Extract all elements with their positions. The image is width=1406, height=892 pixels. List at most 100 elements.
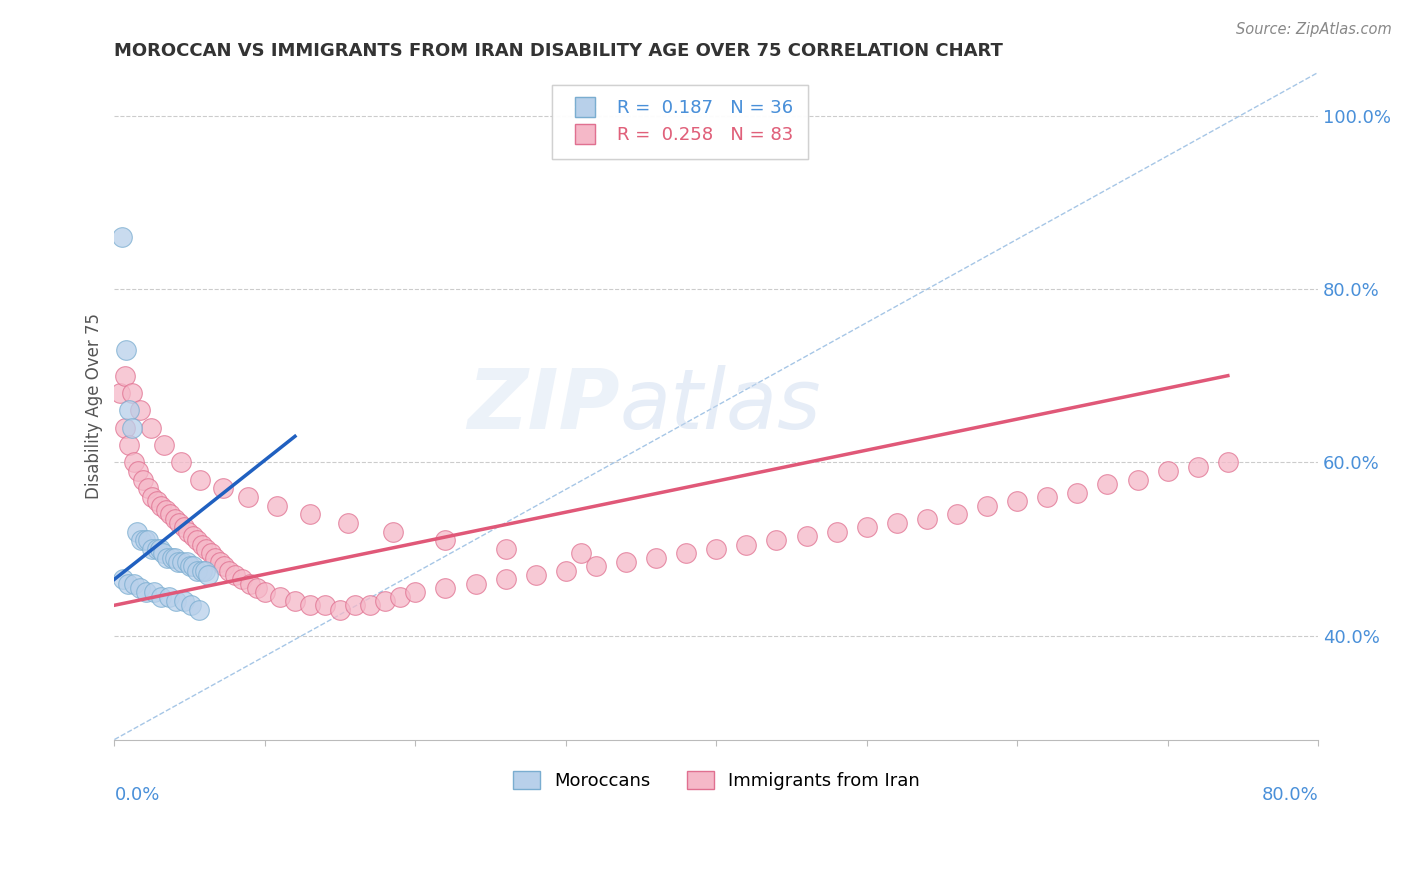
Point bbox=[1126, 473, 1149, 487]
Point bbox=[111, 230, 134, 244]
Point bbox=[190, 564, 212, 578]
Point bbox=[186, 533, 208, 548]
Point bbox=[188, 473, 211, 487]
Point bbox=[1005, 494, 1028, 508]
Point bbox=[115, 343, 138, 357]
Point bbox=[212, 559, 235, 574]
Point bbox=[200, 546, 222, 560]
Point bbox=[136, 481, 159, 495]
Legend: R =  0.187   N = 36, R =  0.258   N = 83: R = 0.187 N = 36, R = 0.258 N = 83 bbox=[553, 85, 808, 159]
Point bbox=[176, 555, 198, 569]
Point bbox=[495, 572, 517, 586]
Point bbox=[136, 533, 159, 548]
Point bbox=[298, 599, 321, 613]
Point bbox=[765, 533, 787, 548]
Point bbox=[173, 520, 195, 534]
Point bbox=[155, 503, 177, 517]
Point bbox=[336, 516, 359, 530]
Point bbox=[177, 524, 200, 539]
Point bbox=[886, 516, 908, 530]
Point bbox=[266, 499, 288, 513]
Point bbox=[915, 511, 938, 525]
Point bbox=[269, 590, 291, 604]
Point bbox=[139, 420, 162, 434]
Point bbox=[114, 420, 136, 434]
Point bbox=[121, 420, 143, 434]
Point bbox=[145, 541, 167, 556]
Point bbox=[735, 538, 758, 552]
Text: ZIP: ZIP bbox=[467, 366, 620, 447]
Point bbox=[208, 555, 231, 569]
Point bbox=[314, 599, 336, 613]
Point bbox=[253, 585, 276, 599]
Point bbox=[675, 546, 697, 560]
Point bbox=[152, 546, 174, 560]
Point bbox=[796, 529, 818, 543]
Point bbox=[180, 599, 202, 613]
Text: MOROCCAN VS IMMIGRANTS FROM IRAN DISABILITY AGE OVER 75 CORRELATION CHART: MOROCCAN VS IMMIGRANTS FROM IRAN DISABIL… bbox=[114, 42, 1004, 60]
Point bbox=[150, 590, 173, 604]
Point bbox=[1156, 464, 1178, 478]
Point bbox=[195, 541, 218, 556]
Point bbox=[114, 368, 136, 383]
Point bbox=[159, 508, 181, 522]
Point bbox=[118, 403, 141, 417]
Point bbox=[150, 499, 173, 513]
Point bbox=[122, 576, 145, 591]
Point bbox=[166, 555, 188, 569]
Point bbox=[132, 473, 155, 487]
Point bbox=[118, 438, 141, 452]
Point bbox=[825, 524, 848, 539]
Point bbox=[554, 564, 576, 578]
Point bbox=[129, 581, 152, 595]
Point bbox=[125, 524, 148, 539]
Point bbox=[946, 508, 969, 522]
Point bbox=[855, 520, 877, 534]
Point bbox=[165, 594, 187, 608]
Point bbox=[135, 585, 157, 599]
Point bbox=[246, 581, 269, 595]
Point bbox=[112, 572, 135, 586]
Point bbox=[495, 541, 517, 556]
Point bbox=[614, 555, 637, 569]
Point bbox=[141, 490, 163, 504]
Point bbox=[169, 455, 191, 469]
Point bbox=[145, 494, 167, 508]
Point bbox=[434, 581, 457, 595]
Point bbox=[374, 594, 396, 608]
Y-axis label: Disability Age Over 75: Disability Age Over 75 bbox=[86, 313, 103, 499]
Point bbox=[329, 602, 352, 616]
Point bbox=[181, 559, 204, 574]
Point bbox=[167, 516, 190, 530]
Point bbox=[121, 386, 143, 401]
Point bbox=[381, 524, 404, 539]
Point bbox=[131, 533, 153, 548]
Point bbox=[224, 568, 246, 582]
Point bbox=[129, 403, 152, 417]
Point bbox=[239, 576, 262, 591]
Point bbox=[141, 541, 163, 556]
Point bbox=[127, 464, 149, 478]
Point bbox=[645, 550, 668, 565]
Point bbox=[148, 541, 170, 556]
Point bbox=[117, 576, 139, 591]
Point bbox=[464, 576, 486, 591]
Point bbox=[163, 550, 186, 565]
Text: 80.0%: 80.0% bbox=[1261, 786, 1319, 805]
Point bbox=[284, 594, 307, 608]
Point bbox=[179, 559, 201, 574]
Point bbox=[344, 599, 367, 613]
Point bbox=[298, 508, 321, 522]
Text: 0.0%: 0.0% bbox=[114, 786, 160, 805]
Point bbox=[238, 490, 260, 504]
Point bbox=[156, 550, 179, 565]
Point bbox=[110, 386, 132, 401]
Point bbox=[1097, 477, 1119, 491]
Point bbox=[389, 590, 412, 604]
Point bbox=[434, 533, 457, 548]
Point bbox=[1066, 485, 1088, 500]
Text: atlas: atlas bbox=[620, 366, 821, 447]
Point bbox=[218, 564, 240, 578]
Point bbox=[187, 602, 209, 616]
Point bbox=[524, 568, 547, 582]
